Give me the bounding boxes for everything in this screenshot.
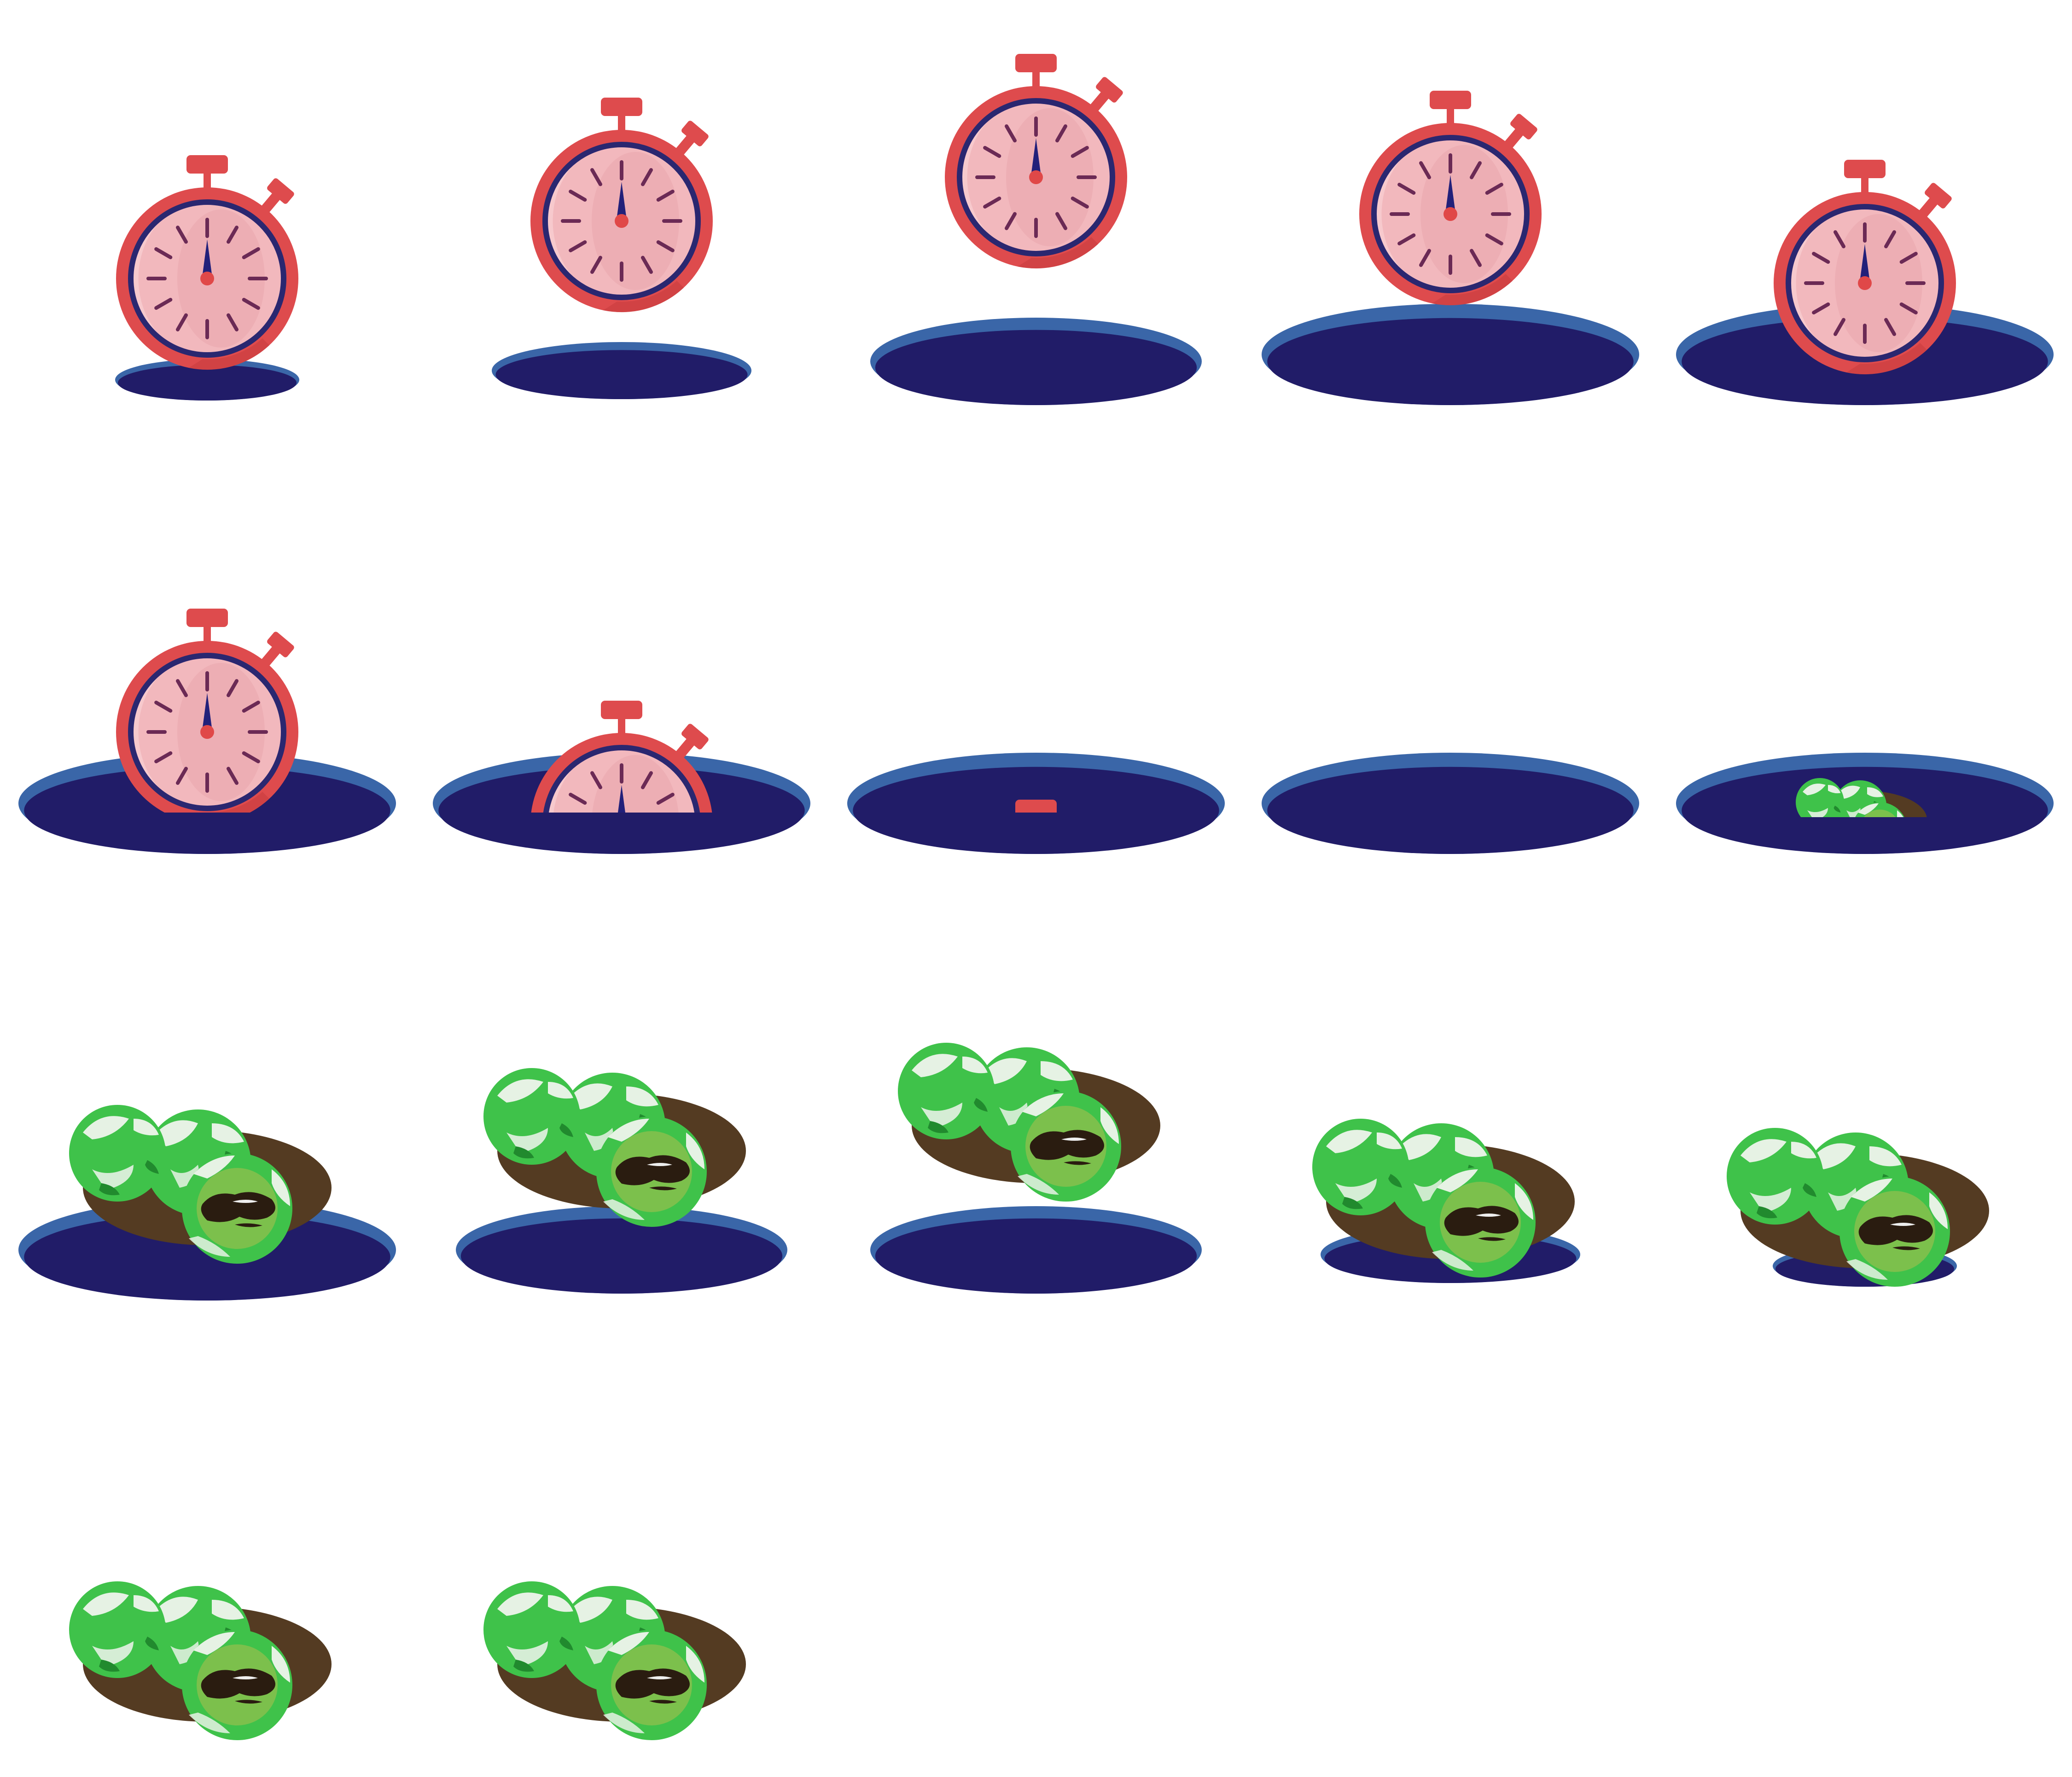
sprite-frame [870,1043,1202,1294]
sprite-frame [1676,160,2054,406]
sprite-frame [18,1105,396,1301]
stopwatch-sprite [116,155,298,370]
mochi-plate-sprite [898,1043,1160,1202]
sprite-frame [115,155,299,401]
mochi-plate-sprite [69,1581,332,1740]
stopwatch-sprite [1774,160,1956,374]
hole [870,1206,1202,1294]
sprite-frame [492,98,751,399]
stopwatch-sprite [1359,91,1542,305]
sprite-frame [456,1068,787,1294]
mochi-plate-sprite [483,1068,746,1227]
hole [1262,753,1639,854]
sprite-frame [483,1581,746,1740]
sprite-frame [1727,1128,1989,1287]
sprite-frame [1312,1119,1580,1283]
stopwatch-sprite [116,609,298,823]
sprite-frame [18,609,396,854]
hole [492,342,751,399]
hole [870,318,1202,405]
sprite-frame [1262,91,1639,406]
sprite-frame [870,54,1202,405]
sprite-frame [433,701,810,915]
stopwatch-sprite [530,701,713,915]
stopwatch-sprite [945,54,1127,268]
hole [1262,304,1639,406]
mochi-plate-sprite [483,1581,746,1740]
sprite-frame [1262,753,1639,854]
sprite-frame [847,753,1225,854]
sprite-frame [69,1581,332,1740]
hole [115,359,299,401]
stopwatch-sprite [530,98,713,312]
hole [456,1206,787,1294]
sprite-frame [1676,753,2054,854]
